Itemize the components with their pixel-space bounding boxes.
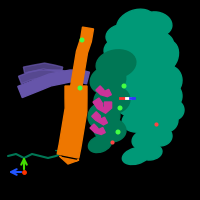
Ellipse shape	[140, 12, 172, 36]
Ellipse shape	[114, 50, 166, 86]
Polygon shape	[93, 98, 112, 113]
Circle shape	[122, 84, 126, 88]
Circle shape	[116, 130, 120, 134]
Ellipse shape	[132, 130, 160, 150]
Ellipse shape	[106, 68, 154, 100]
Ellipse shape	[140, 112, 168, 136]
Ellipse shape	[144, 72, 176, 108]
Ellipse shape	[158, 66, 182, 94]
Circle shape	[80, 38, 84, 42]
Ellipse shape	[122, 147, 150, 165]
Ellipse shape	[114, 90, 158, 118]
Polygon shape	[96, 86, 111, 97]
Polygon shape	[18, 70, 89, 98]
Polygon shape	[92, 112, 107, 125]
Polygon shape	[90, 124, 105, 135]
Polygon shape	[19, 70, 69, 84]
Ellipse shape	[138, 144, 162, 160]
Ellipse shape	[126, 72, 166, 104]
Ellipse shape	[148, 126, 172, 146]
Ellipse shape	[146, 32, 174, 56]
Ellipse shape	[122, 108, 158, 132]
Ellipse shape	[94, 118, 126, 142]
Ellipse shape	[96, 50, 136, 78]
Ellipse shape	[117, 9, 155, 39]
Ellipse shape	[138, 50, 174, 90]
Ellipse shape	[162, 84, 182, 108]
Polygon shape	[23, 63, 63, 73]
Ellipse shape	[164, 100, 184, 120]
Ellipse shape	[153, 40, 179, 72]
Ellipse shape	[94, 86, 130, 114]
Polygon shape	[57, 86, 87, 158]
Ellipse shape	[128, 34, 168, 62]
Polygon shape	[70, 27, 94, 89]
FancyArrow shape	[59, 156, 79, 164]
Ellipse shape	[154, 108, 178, 132]
Ellipse shape	[88, 102, 120, 130]
Ellipse shape	[150, 92, 178, 120]
Circle shape	[118, 106, 122, 110]
Ellipse shape	[90, 66, 126, 94]
Ellipse shape	[106, 24, 142, 48]
Ellipse shape	[104, 36, 156, 68]
Ellipse shape	[121, 25, 167, 55]
Ellipse shape	[136, 92, 168, 124]
Ellipse shape	[88, 135, 112, 153]
Circle shape	[78, 86, 82, 90]
